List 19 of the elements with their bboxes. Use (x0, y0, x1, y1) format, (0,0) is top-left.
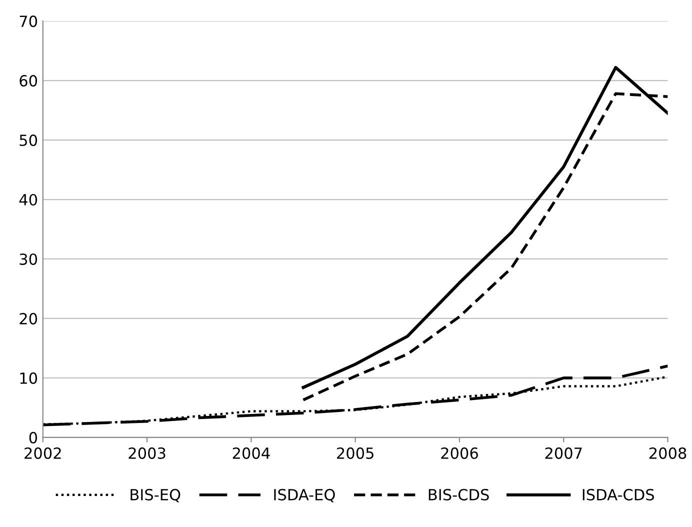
x-tick-label: 2008 (649, 447, 686, 459)
x-tick-label: 2004 (232, 447, 270, 459)
x-tick-label: 2002 (24, 447, 61, 459)
y-tick-label: 0 (29, 432, 38, 444)
legend-label: ISDA-EQ (274, 488, 335, 502)
legend-label: BIS-EQ (130, 488, 180, 502)
y-tick-label: 40 (19, 194, 38, 206)
x-tick-label: 2003 (128, 447, 166, 459)
x-tick-label: 2006 (441, 447, 478, 459)
y-tick-label: 30 (20, 253, 38, 266)
legend-label: ISDA-CDS (582, 488, 654, 500)
y-tick-label: 20 (20, 312, 38, 324)
x-tick-label: 2005 (337, 447, 374, 459)
y-tick-label: 60 (20, 75, 38, 87)
y-tick-label: 70 (20, 16, 38, 28)
y-tick-label: 10 (20, 372, 38, 384)
legend-label: BIS-CDS (428, 488, 489, 500)
x-tick-label: 2007 (545, 447, 582, 459)
y-tick-label: 50 (20, 134, 38, 146)
